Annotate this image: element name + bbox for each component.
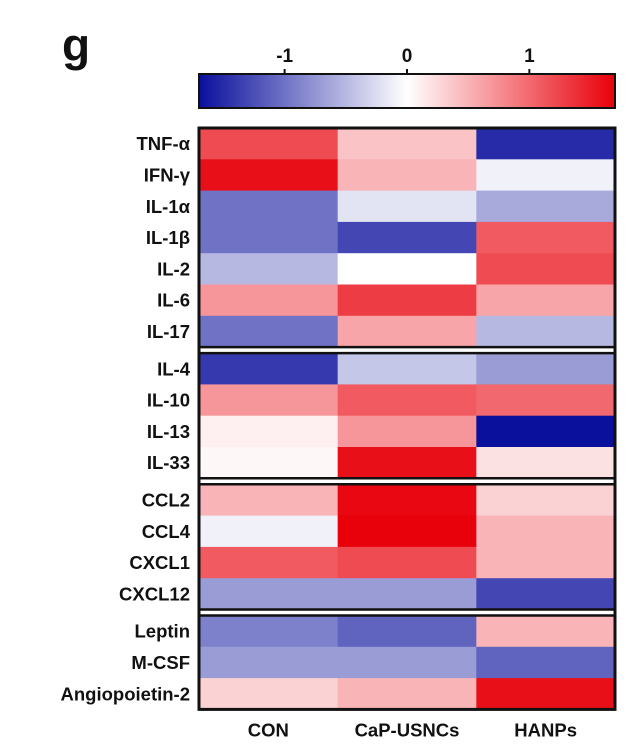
heatmap-cell <box>199 315 339 348</box>
heatmap-cell <box>199 646 339 679</box>
heatmap-cell <box>476 515 616 548</box>
heatmap-cell <box>199 128 339 160</box>
colorbar-tick-label: 0 <box>402 46 413 67</box>
heatmap-cell <box>476 484 616 517</box>
heatmap-cell <box>476 615 616 648</box>
row-label: CXCL12 <box>119 583 190 604</box>
row-label: IL-6 <box>157 290 190 311</box>
heatmap-cell <box>476 384 616 417</box>
heatmap-cell <box>476 315 616 348</box>
heatmap-cell <box>337 353 477 385</box>
row-label: IL-17 <box>147 321 190 342</box>
heatmap-cell <box>337 159 477 192</box>
heatmap-cell <box>476 415 616 448</box>
heatmap-cell <box>337 515 477 548</box>
row-label: IL-13 <box>147 421 190 442</box>
heatmap-cell <box>199 447 339 479</box>
heatmap-cell <box>199 253 339 285</box>
colorbar-tick-label: 1 <box>524 46 535 67</box>
heatmap-cell <box>337 646 477 679</box>
heatmap-cell <box>337 128 477 160</box>
heatmap-cell <box>337 315 477 348</box>
heatmap-cell <box>476 284 616 317</box>
heatmap-cell <box>337 484 477 517</box>
heatmap-cell <box>337 190 477 223</box>
heatmap-cell <box>199 615 339 648</box>
colorbar-tick-label: -1 <box>276 46 293 67</box>
heatmap-cell <box>199 678 339 710</box>
heatmap-cell <box>337 578 477 610</box>
row-label: IL-1α <box>146 196 191 217</box>
row-label: CCL4 <box>142 521 191 542</box>
heatmap-cell <box>476 546 616 579</box>
heatmap-frame <box>197 126 617 711</box>
column-labels: CON CaP-USNCs HANPs <box>248 719 577 740</box>
heatmap-cell <box>199 546 339 579</box>
column-label: CON <box>248 719 289 740</box>
panel-label: g <box>62 19 91 71</box>
heatmap-cell <box>476 447 616 479</box>
heatmap-cell <box>476 221 616 254</box>
heatmap-cell <box>199 221 339 254</box>
row-labels: TNF-α IFN-γ IL-1α IL-1β IL-2 IL-6 IL-17 IL-4 IL-… <box>61 133 191 704</box>
heatmap-cells <box>199 128 616 710</box>
heatmap-cell <box>199 190 339 223</box>
heatmap-cell <box>337 546 477 579</box>
colorbar: -1 0 1 <box>198 46 616 109</box>
column-label: HANPs <box>514 719 577 740</box>
heatmap-cell <box>199 159 339 192</box>
heatmap-cell <box>337 678 477 710</box>
heatmap-cell <box>476 578 616 610</box>
row-label: IL-2 <box>157 258 190 279</box>
row-label: IL-10 <box>147 390 190 411</box>
heatmap-cell <box>476 353 616 385</box>
heatmap-cell <box>337 447 477 479</box>
heatmap-cell <box>476 159 616 192</box>
heatmap-cell <box>199 415 339 448</box>
heatmap-cell <box>337 415 477 448</box>
heatmap-cell <box>476 253 616 285</box>
heatmap-cell <box>337 615 477 648</box>
heatmap-cell <box>476 646 616 679</box>
row-label: IFN-γ <box>144 164 191 185</box>
heatmap-cell <box>337 284 477 317</box>
row-label: TNF-α <box>137 133 191 154</box>
row-label: M-CSF <box>131 652 190 673</box>
heatmap-cell <box>199 515 339 548</box>
colorbar-gradient <box>198 73 616 109</box>
heatmap-cell <box>476 190 616 223</box>
heatmap-cell <box>337 384 477 417</box>
row-label: CCL2 <box>142 489 190 510</box>
heatmap-cell <box>337 253 477 285</box>
heatmap-cell <box>476 678 616 710</box>
heatmap-cell <box>199 284 339 317</box>
row-label: CXCL1 <box>129 552 190 573</box>
row-label: Angiopoietin-2 <box>61 683 190 704</box>
column-label: CaP-USNCs <box>355 719 460 740</box>
row-label: Leptin <box>135 621 191 642</box>
heatmap-cell <box>476 128 616 160</box>
heatmap-cell <box>199 578 339 610</box>
row-label: IL-1β <box>146 227 190 248</box>
row-label: IL-33 <box>147 452 190 473</box>
heatmap-border <box>197 126 617 711</box>
heatmap-cell <box>199 353 339 385</box>
row-label: IL-4 <box>157 358 191 379</box>
heatmap-cell <box>199 384 339 417</box>
heatmap-cell <box>199 484 339 517</box>
heatmap-cell <box>337 221 477 254</box>
